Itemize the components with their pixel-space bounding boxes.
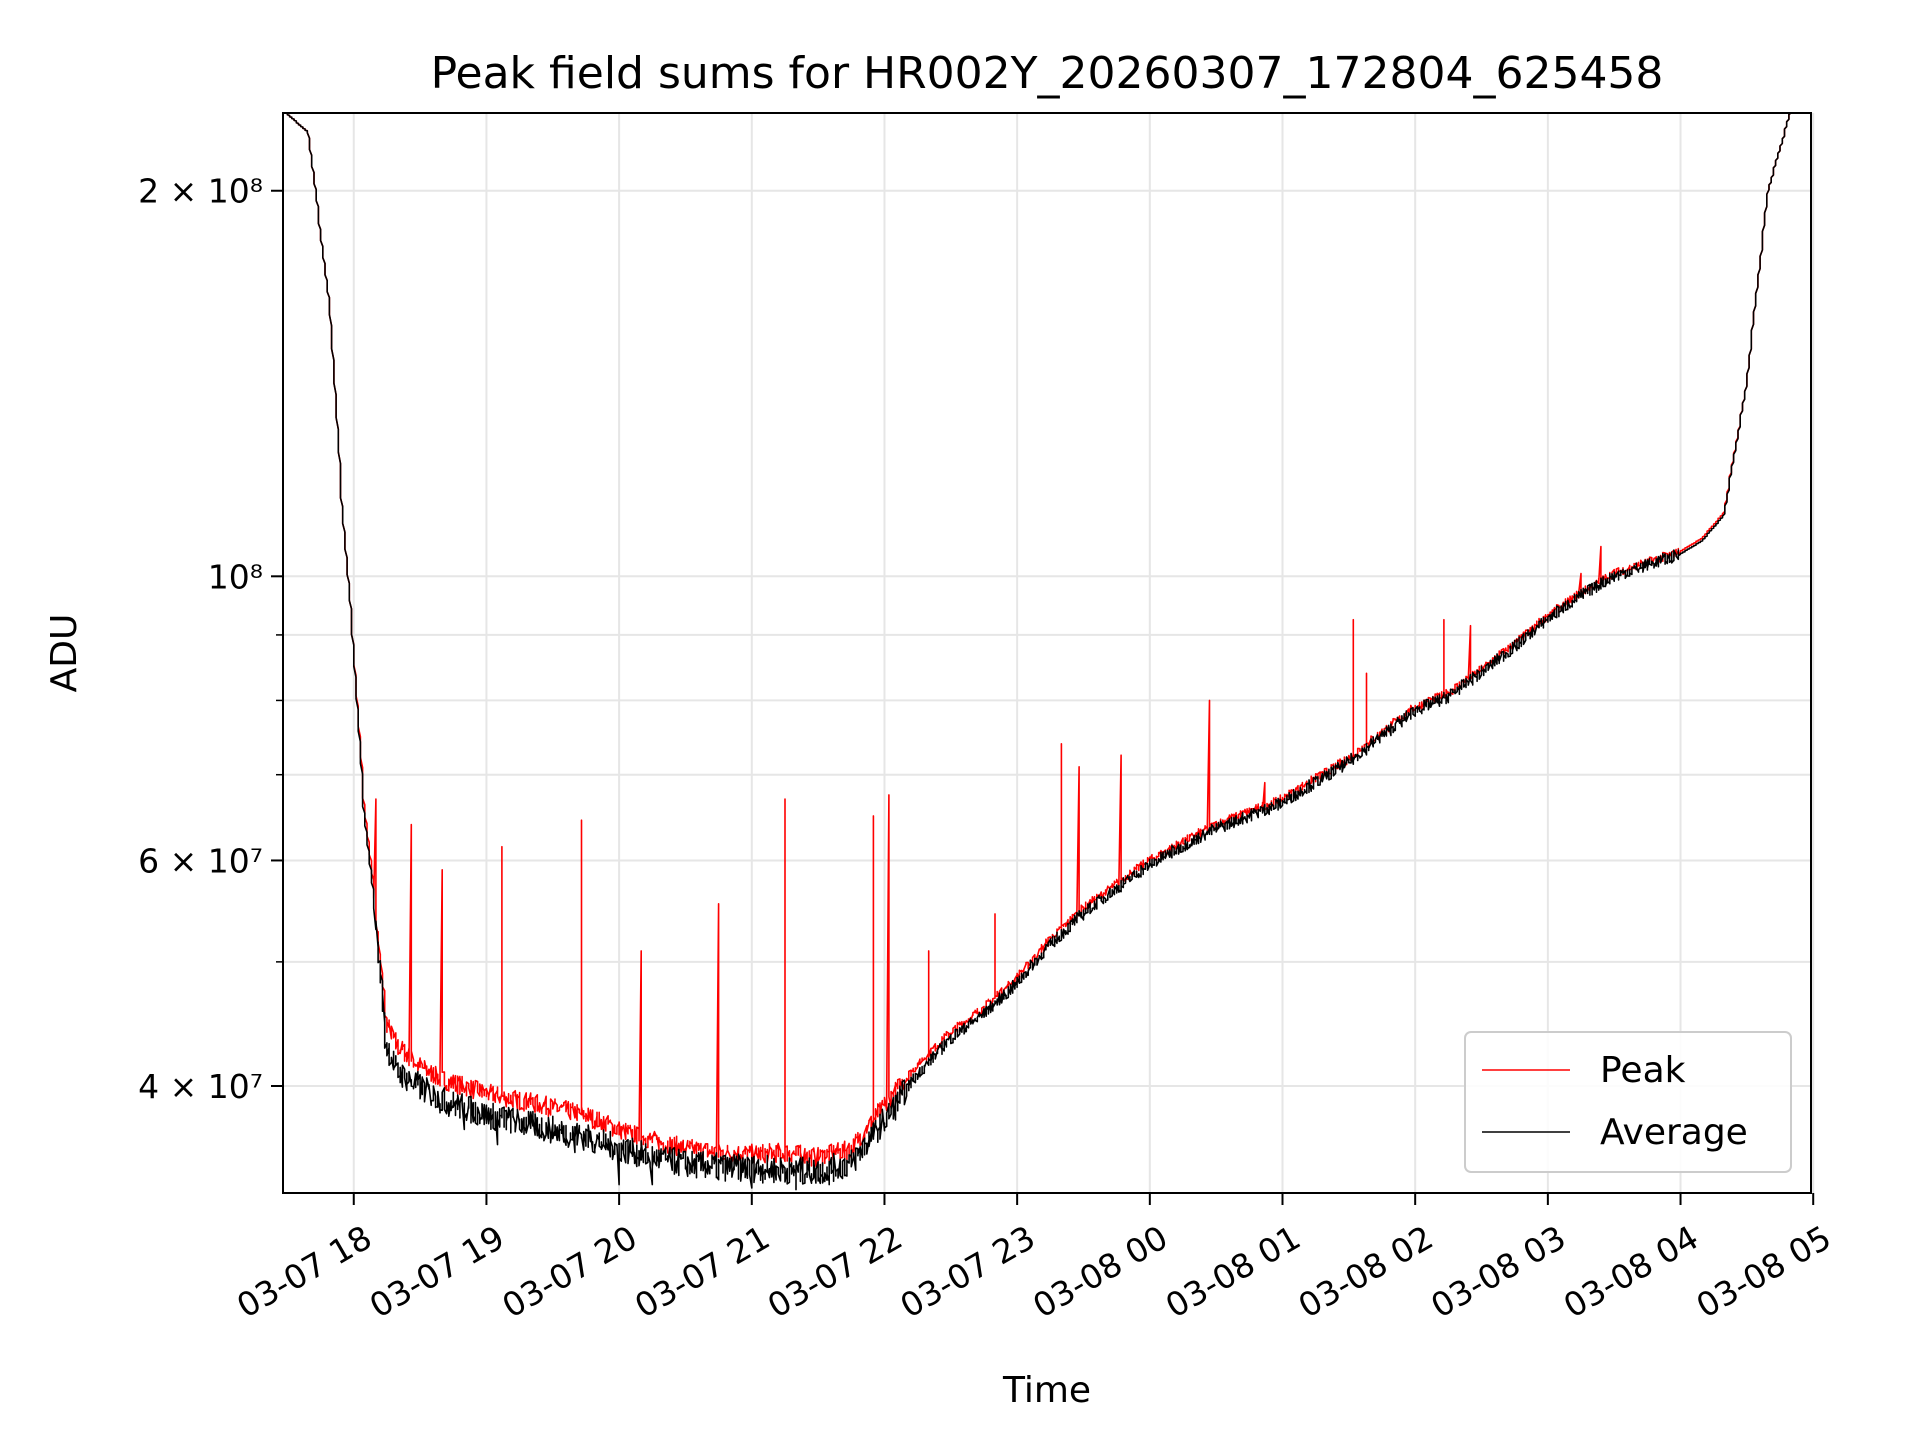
y-tick-label: 4 × 10⁷ [138,1067,263,1106]
legend-box [1464,1031,1792,1173]
series-line-peak [286,113,1807,1167]
y-tick-label: 6 × 10⁷ [138,841,263,880]
y-tick-label: 10⁸ [208,557,263,596]
legend-label-peak: Peak [1600,1050,1686,1091]
legend-label-average: Average [1600,1112,1748,1153]
plot-frame [282,112,1812,1194]
grid [283,113,1815,1193]
series-line-average [286,113,1807,1191]
y-axis: 2 × 10⁸ 10⁸ 6 × 10⁷ 4 × 10⁷ [138,172,283,1106]
series-layer [286,113,1807,1191]
x-axis-label: Time [1002,1370,1091,1411]
y-tick-label: 2 × 10⁸ [138,172,263,211]
y-axis-label: ADU [44,614,85,693]
legend: Peak Average [1464,1031,1792,1173]
chart-title: Peak field sums for HR002Y_20260307_1728… [431,48,1664,99]
